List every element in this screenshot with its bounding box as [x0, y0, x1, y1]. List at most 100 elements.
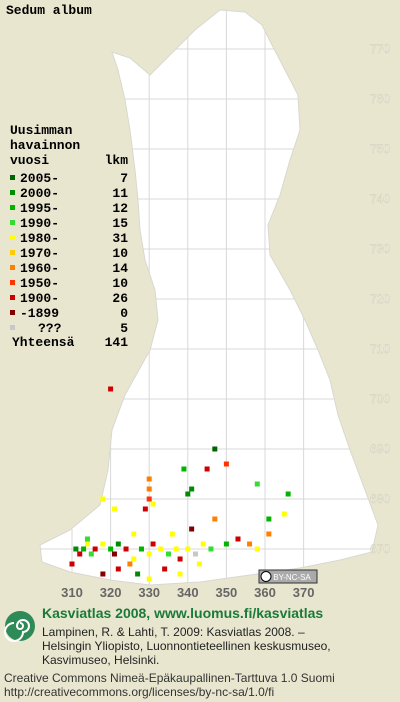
observation-square — [150, 541, 156, 547]
legend-count: 10 — [112, 276, 128, 291]
observation-square — [181, 466, 187, 472]
license-line: http://creativecommons.org/licenses/by-n… — [4, 685, 274, 699]
species-title: Sedum album — [6, 3, 92, 18]
easting-label: 310 — [61, 585, 83, 600]
legend-swatch — [10, 190, 15, 195]
citation-line: Lampinen, R. & Lahti, T. 2009: Kasviatla… — [42, 625, 305, 639]
observation-square — [158, 546, 164, 552]
logo-circle — [5, 611, 35, 641]
legend-header: Uusimman — [10, 123, 73, 138]
observation-square — [138, 546, 144, 552]
observation-square — [254, 481, 260, 487]
legend-count: 26 — [112, 291, 128, 306]
observation-square — [208, 546, 214, 552]
observation-square — [69, 561, 75, 567]
observation-square — [204, 466, 210, 472]
northing-label: 730 — [370, 242, 390, 256]
observation-square — [111, 506, 117, 512]
legend-label: 1900- — [20, 291, 59, 306]
legend-label: 2000- — [20, 186, 59, 201]
observation-square — [166, 551, 171, 557]
easting-label: 340 — [177, 585, 199, 600]
legend-count: 15 — [112, 216, 128, 231]
observation-square — [146, 496, 152, 502]
total-count: 141 — [105, 335, 129, 350]
easting-label: 330 — [138, 585, 160, 600]
observation-square — [212, 516, 218, 522]
legend-count: 14 — [112, 261, 128, 276]
legend-swatch — [10, 205, 15, 210]
observation-square — [196, 561, 202, 567]
observation-square — [223, 541, 229, 547]
observation-square — [266, 516, 272, 522]
observation-square — [189, 526, 195, 532]
observation-square — [193, 551, 199, 557]
observation-square — [88, 551, 94, 557]
legend-count: 31 — [112, 231, 128, 246]
northing-label: 690 — [370, 442, 390, 456]
observation-square — [108, 546, 114, 552]
observation-square — [108, 386, 114, 392]
total-label: Yhteensä — [12, 335, 75, 350]
observation-square — [235, 536, 241, 542]
legend-count: 0 — [120, 306, 128, 321]
observation-square — [150, 501, 156, 507]
legend-swatch — [10, 220, 15, 225]
cc-badge-text: BY-NC-SA — [273, 573, 311, 582]
observation-square — [223, 461, 229, 467]
observation-square — [115, 541, 121, 547]
legend-label: 1995- — [20, 201, 59, 216]
finland-outline — [39, 9, 379, 586]
easting-label: 360 — [254, 585, 276, 600]
observation-square — [127, 561, 133, 567]
northing-label: 740 — [370, 192, 390, 206]
observation-square — [81, 546, 87, 552]
observation-square — [254, 546, 260, 552]
logo-spiral — [4, 619, 30, 642]
observation-square — [247, 541, 253, 547]
observation-square — [115, 566, 121, 572]
kasviatlas-logo — [4, 611, 35, 642]
observation-square — [135, 571, 141, 577]
northing-label: 670 — [370, 542, 390, 556]
legend-swatch — [10, 265, 15, 270]
northing-label: 750 — [370, 142, 390, 156]
observation-square — [142, 506, 148, 512]
observation-square — [169, 531, 175, 537]
northing-label: 700 — [370, 392, 390, 406]
observation-square — [212, 446, 218, 452]
observation-square — [189, 486, 195, 492]
observation-square — [162, 566, 168, 572]
observation-square — [131, 556, 137, 562]
legend-label: 1960- — [20, 261, 59, 276]
legend-label: 1950- — [20, 276, 59, 291]
observation-square — [84, 541, 90, 547]
observation-square — [185, 546, 191, 552]
legend-count-header: lkm — [105, 153, 129, 168]
northing-label: 680 — [370, 492, 390, 506]
legend-swatch — [10, 280, 15, 285]
citation-line: Helsingin Yliopisto, Luonnontieteellinen… — [42, 639, 331, 653]
northing-label: 770 — [370, 42, 390, 56]
observation-square — [123, 546, 129, 552]
legend-label: 1980- — [20, 231, 59, 246]
observation-square — [92, 546, 98, 552]
footer-headline: Kasviatlas 2008, www.luomus.fi/kasviatla… — [42, 605, 323, 621]
easting-label: 320 — [100, 585, 122, 600]
observation-square — [131, 531, 137, 537]
legend-swatch — [10, 295, 15, 300]
legend-header: havainnon — [10, 138, 80, 153]
legend-label: ??? — [38, 321, 62, 336]
observations — [69, 386, 291, 582]
observation-square — [146, 476, 152, 482]
observation-square — [77, 551, 83, 557]
easting-label: 350 — [216, 585, 238, 600]
observation-square — [146, 576, 152, 582]
northing-label: 710 — [370, 342, 390, 356]
observation-square — [285, 491, 291, 497]
legend-count: 5 — [120, 321, 128, 336]
cc-logo — [260, 571, 272, 582]
observation-square — [73, 546, 79, 552]
cc-badge-frame — [258, 569, 318, 584]
